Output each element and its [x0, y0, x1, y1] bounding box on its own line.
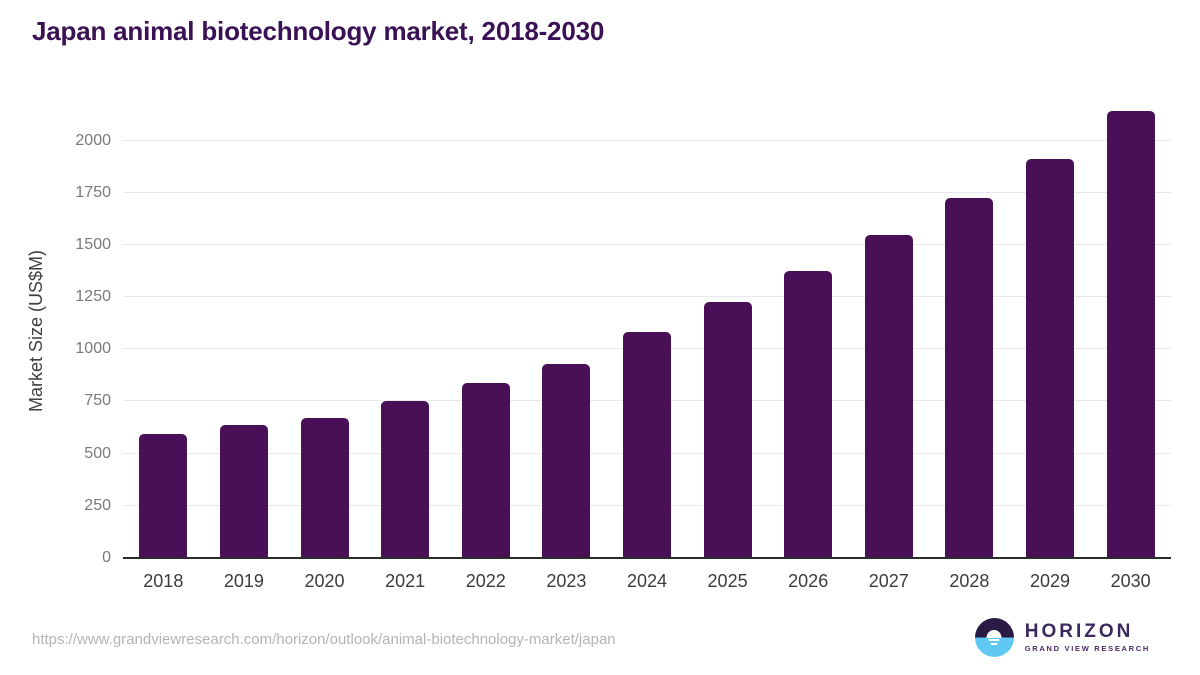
x-tick-label-2022: 2022 — [465, 571, 506, 591]
bar-group-2024: 2024 — [607, 105, 688, 591]
x-tick-label-2026: 2026 — [788, 571, 829, 591]
y-axis-ticks: 0 250 500 750 1000 1250 1500 1750 2000 — [0, 105, 111, 566]
bar-group-2023: 2023 — [526, 105, 607, 591]
bar-group-2027: 2027 — [848, 105, 929, 591]
bar-group-2026: 2026 — [768, 105, 849, 591]
logo-sub-brand: GRAND VIEW RESEARCH — [1024, 643, 1150, 653]
bar-group-2029: 2029 — [1010, 105, 1091, 591]
bar-2024 — [622, 331, 671, 558]
x-tick-label-2028: 2028 — [949, 571, 990, 591]
x-tick-label-2030: 2030 — [1110, 571, 1151, 591]
logo-text: HORIZON GRAND VIEW RESEARCH — [1024, 621, 1150, 653]
bar-2018 — [139, 433, 188, 558]
bar-2020 — [300, 417, 349, 558]
logo-brand-name: HORIZON — [1024, 621, 1134, 643]
y-tick-label-500: 500 — [84, 444, 111, 462]
bar-group-2028: 2028 — [929, 105, 1010, 591]
bar-series: 2018 2019 2020 2021 2022 2023 2024 2025 2026 2027… — [123, 105, 1171, 591]
y-tick-label-750: 750 — [84, 392, 111, 410]
chart-title: Japan animal biotechnology market, 2018-… — [32, 16, 605, 46]
y-tick-label-2000: 2000 — [75, 131, 111, 149]
x-tick-label-2024: 2024 — [626, 571, 667, 591]
sun-glyph — [986, 629, 1002, 638]
x-tick-label-2029: 2029 — [1029, 571, 1071, 591]
bar-group-2019: 2019 — [204, 105, 285, 591]
gridline-1250 — [123, 296, 1171, 298]
x-tick-label-2018: 2018 — [143, 571, 184, 591]
y-tick-label-250: 250 — [84, 496, 111, 514]
bar-group-2030: 2030 — [1090, 105, 1171, 591]
y-tick-label-1000: 1000 — [75, 340, 111, 358]
bar-2021 — [381, 401, 430, 558]
bar-group-2025: 2025 — [687, 105, 768, 591]
y-tick-label-0: 0 — [102, 549, 111, 566]
bar-2029 — [1026, 159, 1074, 558]
ripple-line-2 — [990, 643, 998, 645]
source-url-link[interactable]: https://www.grandviewresearch.com/horizo… — [32, 631, 616, 648]
bar-2022 — [461, 383, 510, 558]
x-axis-line — [123, 557, 1171, 559]
plot-area: 2018 2019 2020 2021 2022 2023 2024 2025 2026 2027… — [123, 105, 1171, 591]
x-tick-label-2021: 2021 — [385, 571, 426, 591]
x-tick-label-2025: 2025 — [707, 571, 748, 591]
bar-2026 — [784, 270, 833, 558]
x-tick-label-2023: 2023 — [546, 571, 587, 591]
bar-group-2018: 2018 — [123, 105, 204, 591]
x-tick-label-2027: 2027 — [868, 571, 909, 591]
bar-2019 — [219, 425, 268, 558]
gridline-1750 — [123, 191, 1171, 193]
y-tick-label-1750: 1750 — [75, 183, 111, 201]
gridline-2000 — [123, 139, 1171, 141]
bar-2030 — [1106, 111, 1155, 558]
y-tick-label-1500: 1500 — [75, 235, 111, 253]
gridline-1500 — [123, 243, 1171, 245]
horizon-sun-icon — [974, 618, 1014, 657]
bar-group-2021: 2021 — [365, 105, 446, 591]
x-tick-label-2020: 2020 — [304, 571, 345, 591]
ripple-line-1 — [988, 639, 1000, 641]
horizon-logo[interactable]: HORIZON GRAND VIEW RESEARCH — [974, 618, 1150, 657]
bar-group-2020: 2020 — [284, 105, 365, 591]
bar-2023 — [542, 364, 591, 558]
x-tick-label-2019: 2019 — [223, 571, 264, 591]
bar-2025 — [703, 302, 752, 558]
bar-2028 — [945, 198, 994, 558]
y-tick-label-1250: 1250 — [75, 288, 111, 306]
bar-2027 — [864, 235, 913, 558]
bar-group-2022: 2022 — [445, 105, 526, 591]
